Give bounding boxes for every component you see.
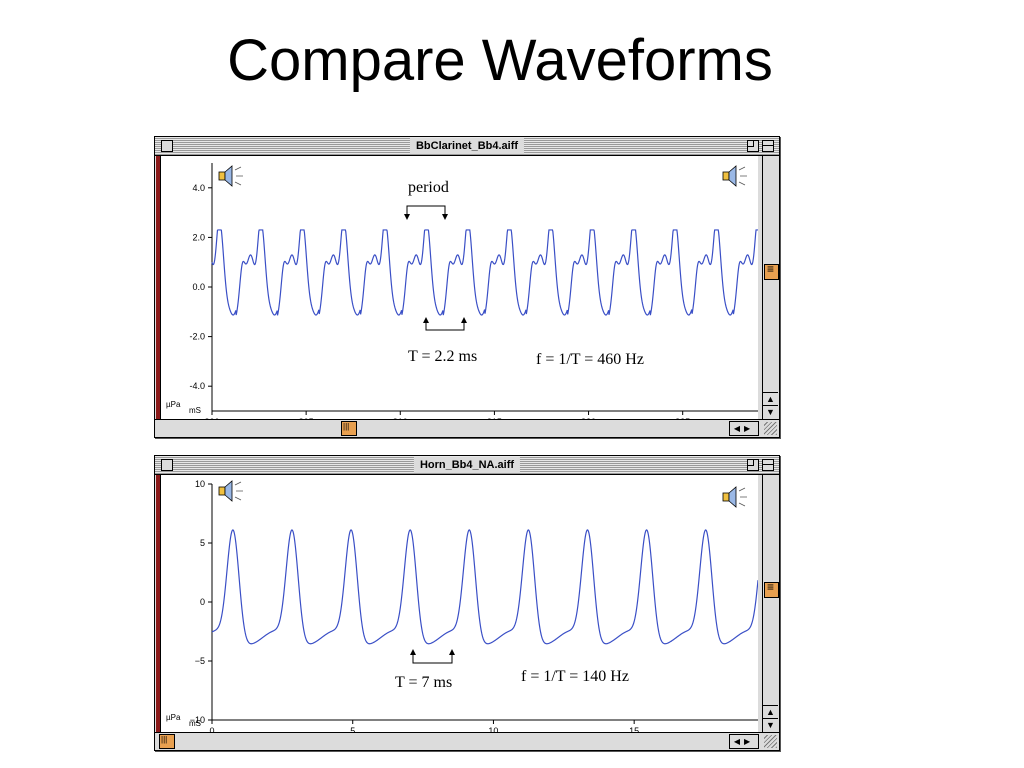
period-time-label: T = 2.2 ms	[408, 348, 477, 365]
horizontal-scroll-thumb[interactable]	[159, 734, 175, 749]
waveform-plot[interactable]: 4.0 2.0 0.0 -2.0 -4.0 800 805 810 815 820 825 peri…	[161, 156, 758, 419]
window-title: Horn_Bb4_NA.aiff	[413, 457, 521, 473]
y-unit-label: µPa	[166, 400, 181, 409]
vertical-scroll-thumb[interactable]	[764, 262, 779, 280]
y-tick-label: −5	[195, 656, 205, 666]
horizontal-scroll-arrows[interactable]: ◀▶	[729, 734, 759, 749]
scroll-up-arrow[interactable]: ▲	[763, 392, 778, 406]
speaker-icon-right[interactable]	[722, 486, 747, 508]
horn-window[interactable]: Horn_Bb4_NA.aiff 10 5 0 −5 −10 0 5 10 15 T = 7 m…	[154, 455, 780, 751]
slide-title: Compare Waveforms	[227, 28, 773, 93]
y-tick-label: 5	[200, 538, 205, 548]
y-tick-label: 10	[195, 479, 205, 489]
x-tick-label: 10	[488, 726, 498, 732]
frequency-label: f = 1/T = 140 Hz	[521, 668, 629, 685]
y-tick-label: 0	[200, 597, 205, 607]
window-titlebar[interactable]: Horn_Bb4_NA.aiff	[155, 456, 779, 475]
horizontal-scrollbar[interactable]: ◀▶	[155, 419, 779, 437]
y-tick-label: 2.0	[192, 232, 205, 242]
scroll-down-arrow[interactable]: ▼	[763, 718, 778, 732]
zoom-box-button[interactable]	[747, 140, 759, 152]
close-box-button[interactable]	[161, 459, 173, 471]
x-tick-label: 0	[209, 726, 214, 732]
speaker-icon-right[interactable]	[722, 165, 747, 187]
collapse-box-button[interactable]	[762, 459, 774, 471]
waveform-chart: 10 5 0 −5 −10 0 5 10 15 T = 7 ms f = 1/T = 140 H…	[166, 479, 758, 732]
y-tick-label: 4.0	[192, 183, 205, 193]
speaker-icon-left[interactable]	[218, 480, 243, 502]
y-unit-label: µPa	[166, 713, 181, 722]
y-tick-label: -2.0	[189, 332, 205, 342]
channel-strip	[156, 156, 161, 419]
waveform-plot[interactable]: 10 5 0 −5 −10 0 5 10 15 T = 7 ms f = 1/T = 140 H…	[161, 475, 758, 732]
channel-strip	[156, 475, 161, 732]
y-tick-label: -4.0	[189, 381, 205, 391]
scroll-down-arrow[interactable]: ▼	[763, 405, 778, 419]
frequency-label: f = 1/T = 460 Hz	[536, 351, 644, 368]
window-title: BbClarinet_Bb4.aiff	[409, 138, 525, 154]
period-time-label: T = 7 ms	[395, 674, 452, 691]
x-unit-label: mS	[189, 406, 201, 415]
x-tick-label: 805	[299, 417, 314, 419]
collapse-box-button[interactable]	[762, 140, 774, 152]
zoom-box-button[interactable]	[747, 459, 759, 471]
horizontal-scroll-arrows[interactable]: ◀▶	[729, 421, 759, 436]
clarinet-window[interactable]: BbClarinet_Bb4.aiff 4.0 2.0 0.0 -2.0 -4.0 800…	[154, 136, 780, 438]
close-box-button[interactable]	[161, 140, 173, 152]
x-tick-label: 815	[487, 417, 502, 419]
waveform-series	[211, 529, 758, 645]
window-titlebar[interactable]: BbClarinet_Bb4.aiff	[155, 137, 779, 156]
x-tick-label: 5	[350, 726, 355, 732]
waveform-series	[211, 229, 758, 316]
x-unit-label: mS	[189, 719, 201, 728]
x-tick-label: 825	[675, 417, 690, 419]
x-tick-label: 810	[393, 417, 408, 419]
period-label: period	[408, 179, 449, 196]
vertical-scrollbar[interactable]: ▲ ▼	[762, 156, 779, 419]
x-tick-label: 820	[581, 417, 596, 419]
horizontal-scrollbar[interactable]: ◀▶	[155, 732, 779, 750]
vertical-scroll-thumb[interactable]	[764, 580, 779, 598]
y-tick-label: 0.0	[192, 282, 205, 292]
waveform-chart: 4.0 2.0 0.0 -2.0 -4.0 800 805 810 815 820 825 peri…	[166, 163, 758, 419]
resize-grip-icon[interactable]	[764, 422, 777, 435]
x-tick-label: 15	[629, 726, 639, 732]
resize-grip-icon[interactable]	[764, 735, 777, 748]
y-tick-label: −10	[190, 715, 205, 725]
speaker-icon-left[interactable]	[218, 165, 243, 187]
horizontal-scroll-thumb[interactable]	[341, 421, 357, 436]
scroll-up-arrow[interactable]: ▲	[763, 705, 778, 719]
x-tick-label: 800	[204, 417, 219, 419]
vertical-scrollbar[interactable]: ▲ ▼	[762, 475, 779, 732]
